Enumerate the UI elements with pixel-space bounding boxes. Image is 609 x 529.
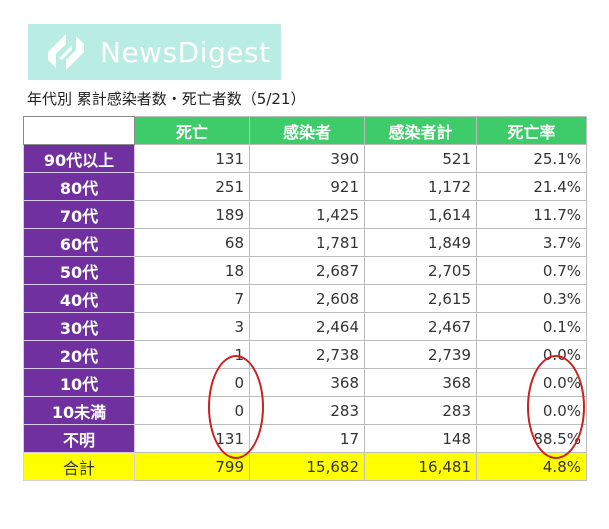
cell-death-rate: 0.0% — [476, 340, 587, 369]
cell-infected-total: 2,739 — [364, 340, 477, 369]
table-row: 80代 251 921 1,172 21.4% — [23, 172, 587, 201]
row-label: 30代 — [23, 312, 135, 341]
cell-infected: 1,781 — [249, 228, 365, 257]
cell-infected: 368 — [249, 368, 365, 397]
cell-infected-total: 1,614 — [364, 200, 477, 229]
row-label: 10未満 — [23, 396, 135, 425]
cell-infected: 2,608 — [249, 284, 365, 313]
header-deaths: 死亡 — [134, 116, 250, 145]
cell-infected: 2,687 — [249, 256, 365, 285]
row-label: 40代 — [23, 284, 135, 313]
table-caption: 年代別 累計感染者数・死亡者数（5/21） — [27, 90, 306, 108]
logo-text: NewsDigest — [100, 35, 271, 69]
row-label: 20代 — [23, 340, 135, 369]
cell-infected-total: 521 — [364, 144, 477, 173]
cell-infected: 17 — [249, 424, 365, 453]
cell-death-rate: 0.1% — [476, 312, 587, 341]
cell-infected-total: 148 — [364, 424, 477, 453]
cell-deaths: 0 — [134, 368, 250, 397]
total-infected-total: 16,481 — [364, 452, 477, 481]
cell-infected-total: 283 — [364, 396, 477, 425]
cell-deaths: 7 — [134, 284, 250, 313]
cell-infected: 921 — [249, 172, 365, 201]
cell-deaths: 131 — [134, 424, 250, 453]
row-label: 90代以上 — [23, 144, 135, 173]
table-row: 60代 68 1,781 1,849 3.7% — [23, 228, 587, 257]
cell-infected: 283 — [249, 396, 365, 425]
header-infected: 感染者 — [249, 116, 365, 145]
cell-death-rate: 3.7% — [476, 228, 587, 257]
cell-death-rate: 0.0% — [476, 368, 587, 397]
total-row: 合計 799 15,682 16,481 4.8% — [23, 452, 587, 481]
cell-infected-total: 2,467 — [364, 312, 477, 341]
cell-death-rate: 11.7% — [476, 200, 587, 229]
cell-deaths: 251 — [134, 172, 250, 201]
total-label: 合計 — [23, 452, 135, 481]
header-row: 死亡 感染者 感染者計 死亡率 — [23, 116, 587, 145]
news-digest-logo: NewsDigest — [28, 24, 281, 80]
cell-infected: 2,464 — [249, 312, 365, 341]
table-row: 20代 1 2,738 2,739 0.0% — [23, 340, 587, 369]
cell-death-rate: 0.0% — [476, 396, 587, 425]
cell-death-rate: 88.5% — [476, 424, 587, 453]
cell-death-rate: 0.7% — [476, 256, 587, 285]
table-row: 90代以上 131 390 521 25.1% — [23, 144, 587, 173]
cell-death-rate: 0.3% — [476, 284, 587, 313]
total-deaths: 799 — [134, 452, 250, 481]
header-infected-total: 感染者計 — [364, 116, 477, 145]
table-row: 10未満 0 283 283 0.0% — [23, 396, 587, 425]
cell-deaths: 68 — [134, 228, 250, 257]
cell-deaths: 189 — [134, 200, 250, 229]
cell-deaths: 0 — [134, 396, 250, 425]
cell-infected-total: 2,615 — [364, 284, 477, 313]
row-label: 10代 — [23, 368, 135, 397]
cell-deaths: 1 — [134, 340, 250, 369]
table-row: 40代 7 2,608 2,615 0.3% — [23, 284, 587, 313]
row-label: 不明 — [23, 424, 135, 453]
cell-deaths: 18 — [134, 256, 250, 285]
cell-deaths: 131 — [134, 144, 250, 173]
row-label: 50代 — [23, 256, 135, 285]
cell-infected: 2,738 — [249, 340, 365, 369]
cell-death-rate: 21.4% — [476, 172, 587, 201]
row-label: 60代 — [23, 228, 135, 257]
news-digest-logo-icon — [48, 34, 84, 70]
row-label: 80代 — [23, 172, 135, 201]
corner-cell — [23, 116, 135, 145]
table-row: 50代 18 2,687 2,705 0.7% — [23, 256, 587, 285]
cell-infected: 1,425 — [249, 200, 365, 229]
table-row: 30代 3 2,464 2,467 0.1% — [23, 312, 587, 341]
table-row: 10代 0 368 368 0.0% — [23, 368, 587, 397]
stats-table: 死亡 感染者 感染者計 死亡率 90代以上 131 390 521 25.1% … — [23, 116, 587, 481]
cell-infected-total: 1,172 — [364, 172, 477, 201]
header-death-rate: 死亡率 — [476, 116, 587, 145]
cell-infected-total: 2,705 — [364, 256, 477, 285]
total-death-rate: 4.8% — [476, 452, 587, 481]
table-row: 不明 131 17 148 88.5% — [23, 424, 587, 453]
cell-infected: 390 — [249, 144, 365, 173]
row-label: 70代 — [23, 200, 135, 229]
cell-infected-total: 1,849 — [364, 228, 477, 257]
cell-deaths: 3 — [134, 312, 250, 341]
table-row: 70代 189 1,425 1,614 11.7% — [23, 200, 587, 229]
total-infected: 15,682 — [249, 452, 365, 481]
cell-death-rate: 25.1% — [476, 144, 587, 173]
cell-infected-total: 368 — [364, 368, 477, 397]
